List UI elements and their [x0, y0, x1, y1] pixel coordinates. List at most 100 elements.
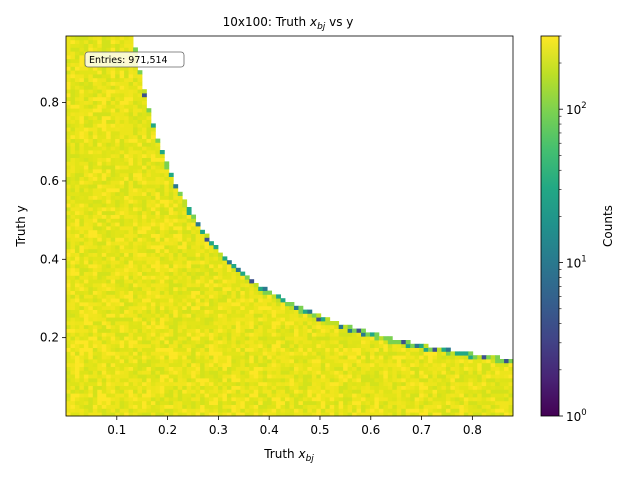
heatmap-cell — [141, 298, 147, 303]
heatmap-cell — [352, 412, 357, 417]
heatmap-cell — [267, 302, 273, 307]
heatmap-cell — [334, 332, 340, 337]
heatmap-cell — [244, 309, 250, 314]
heatmap-cell — [128, 127, 134, 132]
heatmap-cell — [110, 146, 116, 151]
heatmap-cell — [137, 100, 143, 105]
heatmap-cell — [289, 340, 295, 345]
heatmap-cell — [486, 397, 492, 402]
heatmap-cell — [186, 362, 192, 367]
heatmap-cell — [293, 366, 299, 371]
heatmap-cell — [119, 321, 125, 326]
heatmap-cell — [329, 321, 335, 326]
heatmap-cell — [410, 381, 416, 386]
heatmap-cell — [285, 355, 290, 360]
heatmap-cell — [262, 321, 268, 326]
heatmap-cell — [258, 374, 264, 379]
heatmap-cell — [316, 408, 322, 413]
heatmap-cell — [70, 366, 76, 371]
heatmap-cell — [253, 340, 259, 345]
heatmap-cell — [88, 362, 94, 367]
heatmap-cell — [173, 378, 179, 383]
heatmap-cell — [115, 260, 121, 265]
heatmap-cell — [338, 351, 344, 356]
heatmap-cell — [253, 317, 259, 322]
heatmap-cell — [414, 347, 420, 352]
heatmap-cell — [168, 283, 174, 288]
heatmap-cell — [115, 43, 121, 48]
heatmap-cell — [97, 374, 103, 379]
heatmap-cell — [97, 39, 103, 44]
heatmap-cell — [124, 397, 129, 402]
heatmap-cell — [481, 359, 487, 364]
heatmap-cell — [115, 324, 121, 329]
heatmap-cell — [70, 138, 76, 143]
heatmap-cell — [186, 385, 192, 390]
heatmap-cell — [419, 351, 424, 356]
heatmap-cell — [137, 340, 143, 345]
heatmap-cell — [423, 347, 429, 352]
heatmap-cell — [168, 302, 174, 307]
heatmap-cell — [302, 309, 308, 314]
heatmap-cell — [101, 191, 107, 196]
heatmap-cell — [92, 39, 98, 44]
heatmap-cell — [209, 362, 214, 367]
heatmap-cell — [396, 389, 402, 394]
heatmap-cell — [155, 397, 161, 402]
heatmap-cell — [92, 294, 98, 299]
heatmap-cell — [293, 378, 299, 383]
heatmap-cell — [177, 381, 183, 386]
heatmap-cell — [66, 370, 71, 375]
heatmap-cell — [124, 381, 129, 386]
heatmap-cell — [150, 222, 156, 227]
heatmap-cell — [392, 343, 398, 348]
heatmap-cell — [231, 393, 237, 398]
heatmap-cell — [401, 397, 407, 402]
heatmap-cell — [258, 336, 264, 341]
heatmap-cell — [97, 176, 103, 181]
heatmap-cell — [186, 408, 192, 413]
heatmap-cell — [316, 324, 322, 329]
heatmap-cell — [490, 381, 496, 386]
heatmap-cell — [119, 96, 125, 101]
heatmap-cell — [110, 123, 116, 128]
heatmap-cell — [106, 381, 112, 386]
heatmap-cell — [253, 370, 259, 375]
x-tick-label: 0.3 — [209, 423, 228, 437]
heatmap-cell — [298, 374, 304, 379]
heatmap-cell — [146, 138, 152, 143]
heatmap-cell — [173, 381, 179, 386]
heatmap-cell — [414, 378, 420, 383]
heatmap-cell — [159, 180, 165, 185]
heatmap-cell — [320, 317, 326, 322]
heatmap-cell — [356, 362, 362, 367]
heatmap-cell — [365, 397, 371, 402]
heatmap-cell — [97, 332, 103, 337]
heatmap-cell — [164, 241, 170, 246]
heatmap-cell — [106, 188, 112, 193]
heatmap-cell — [343, 393, 349, 398]
heatmap-cell — [115, 85, 121, 90]
heatmap-cell — [222, 286, 228, 291]
heatmap-cell — [92, 188, 98, 193]
heatmap-cell — [83, 317, 89, 322]
heatmap-cell — [124, 85, 129, 90]
heatmap-cell — [338, 397, 344, 402]
heatmap-cell — [128, 131, 134, 136]
heatmap-cell — [66, 362, 71, 367]
heatmap-cell — [204, 260, 210, 265]
heatmap-cell — [186, 275, 192, 280]
heatmap-cell — [115, 374, 121, 379]
heatmap-cell — [79, 229, 85, 234]
heatmap-cell — [92, 245, 98, 250]
heatmap-cell — [276, 317, 281, 322]
heatmap-cell — [280, 343, 286, 348]
heatmap-cell — [101, 207, 107, 212]
heatmap-cell — [83, 161, 89, 166]
heatmap-cell — [119, 115, 125, 120]
heatmap-cell — [186, 214, 192, 219]
heatmap-cell — [110, 222, 116, 227]
heatmap-cell — [177, 283, 183, 288]
heatmap-cell — [486, 362, 492, 367]
heatmap-cell — [441, 408, 447, 413]
